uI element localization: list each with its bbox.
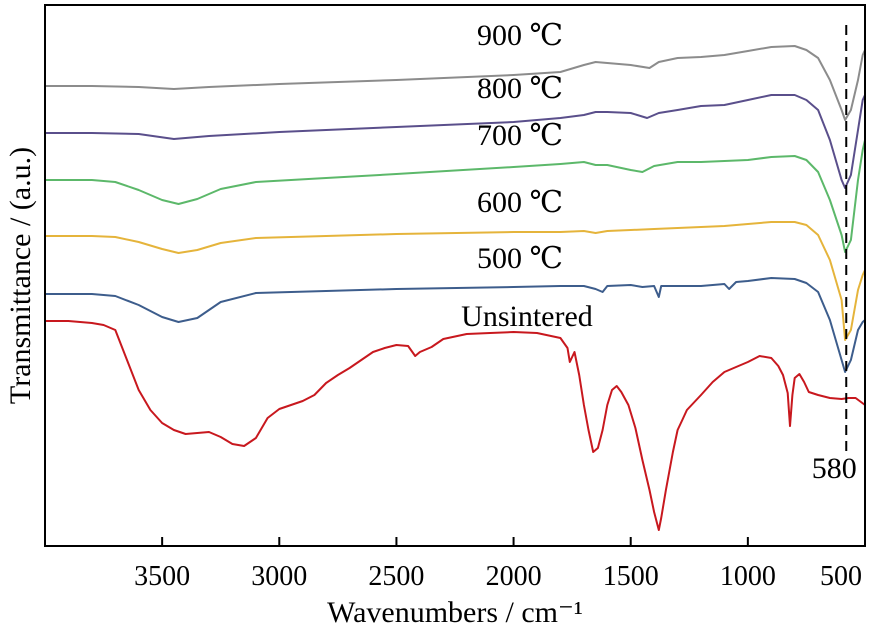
x-tick-label: 1500 — [603, 561, 659, 592]
series-label-3: 600 ℃ — [477, 186, 563, 219]
plot-lines — [45, 45, 866, 531]
series-line-2 — [45, 139, 866, 253]
x-axis-title: Wavenumbers / cm⁻¹ — [327, 596, 583, 629]
x-tick-label: 3000 — [251, 561, 307, 592]
x-axis-ticks: 3500 3000 2500 2000 1500 1000 500 — [134, 537, 866, 592]
reference-label-backdrop — [804, 452, 865, 484]
series-line-5 — [45, 320, 866, 531]
x-tick-label: 3500 — [134, 561, 190, 592]
series-label-4: 500 ℃ — [477, 242, 563, 275]
x-tick-label: 2500 — [368, 561, 424, 592]
series-line-0 — [45, 45, 866, 121]
series-label-2: 700 ℃ — [477, 119, 563, 152]
x-tick-label: 2000 — [486, 561, 542, 592]
series-label-5: Unsintered — [461, 300, 593, 333]
series-label-0: 900 ℃ — [477, 19, 563, 52]
y-axis-title: Transmittance / (a.u.) — [4, 147, 37, 404]
series-line-3 — [45, 221, 866, 341]
series-line-1 — [45, 94, 866, 189]
series-label-1: 800 ℃ — [477, 72, 563, 105]
series-line-4 — [45, 277, 866, 373]
plot-frame — [44, 4, 866, 547]
reference-line-label: 580 — [812, 452, 857, 485]
series-labels: 900 ℃ 800 ℃ 700 ℃ 600 ℃ 500 ℃ Unsintered — [461, 19, 593, 333]
x-tick-label: 1000 — [720, 561, 776, 592]
x-tick-label: 500 — [820, 561, 862, 592]
